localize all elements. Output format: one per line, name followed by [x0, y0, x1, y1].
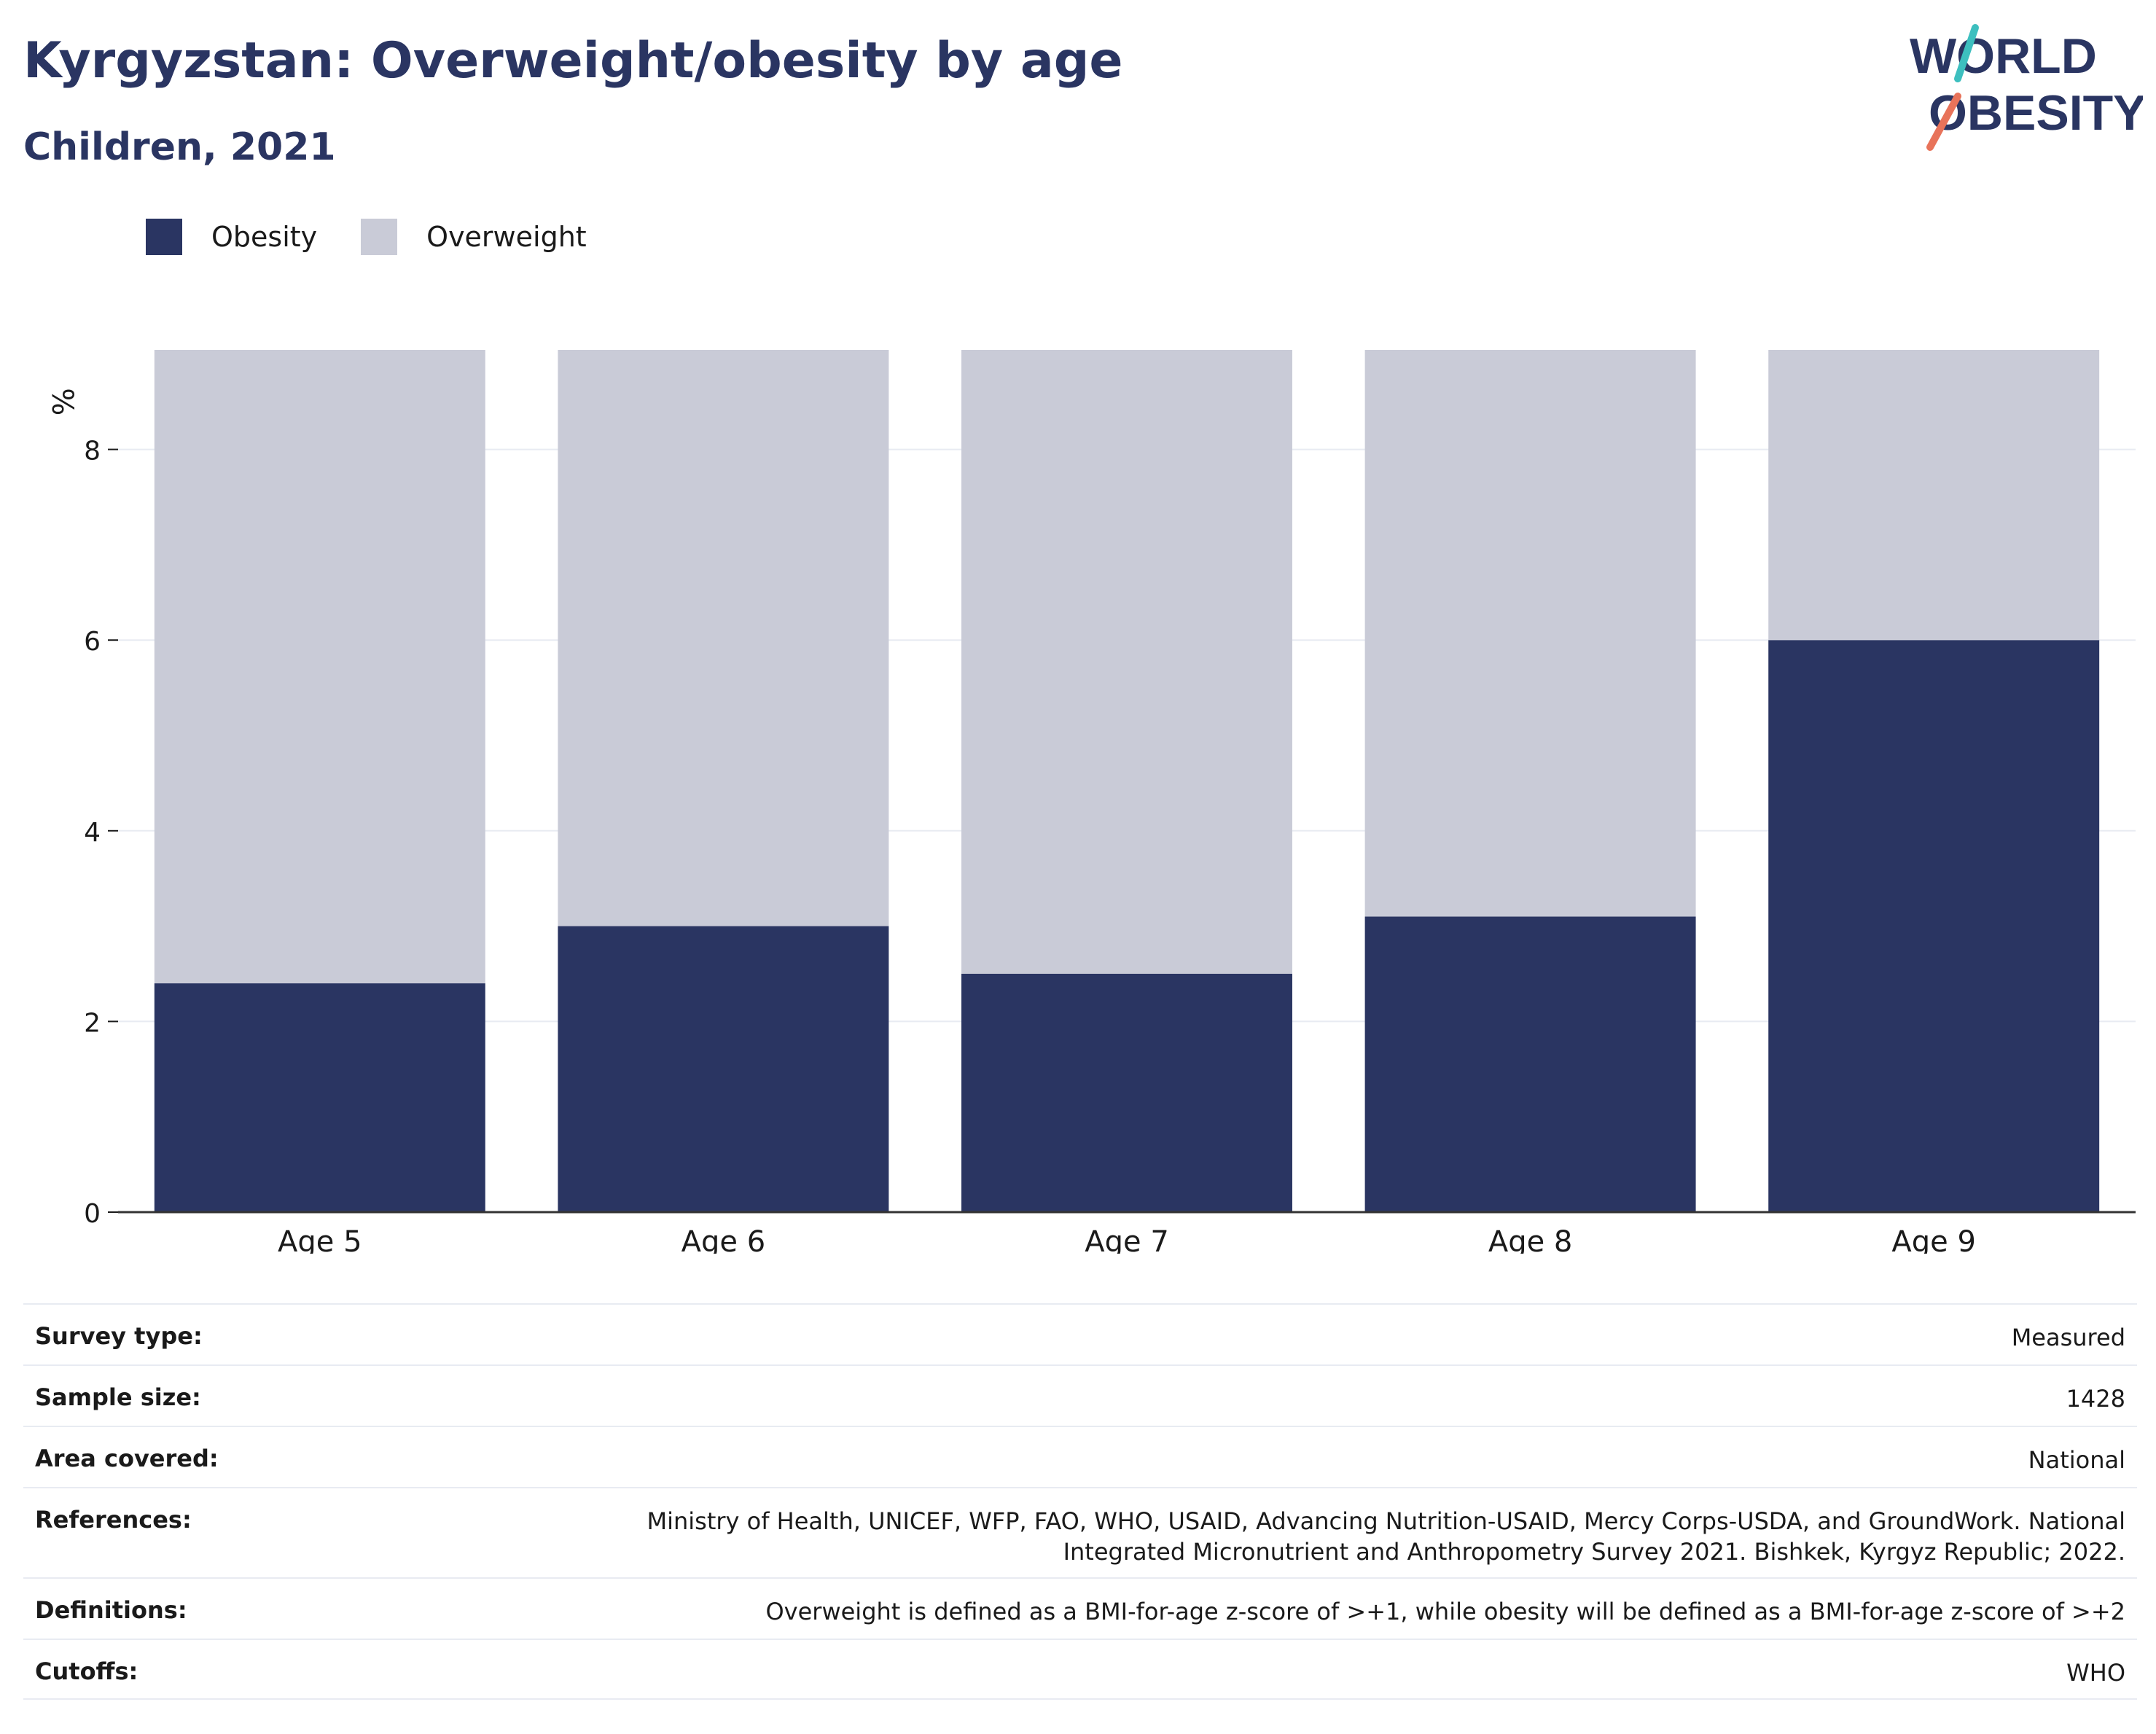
- info-row: Definitions: Overweight is defined as a B…: [23, 1577, 2137, 1639]
- info-row: Survey type: Measured: [23, 1303, 2137, 1364]
- y-tick-label: 6: [84, 627, 101, 657]
- info-value: National: [2028, 1446, 2125, 1474]
- legend-label-overweight: Overweight: [426, 221, 587, 253]
- x-tick-label: Age 8: [1488, 1225, 1573, 1254]
- info-label: References:: [35, 1506, 192, 1534]
- logo-line2: OBESITY: [1929, 85, 2143, 141]
- y-tick-label: 4: [84, 818, 101, 848]
- info-value: Measured: [2011, 1324, 2125, 1351]
- y-axis-label: %: [45, 388, 79, 415]
- x-tick-label: Age 6: [681, 1225, 766, 1254]
- chart-subtitle: Children, 2021: [23, 125, 336, 169]
- logo-slash-teal: [1954, 24, 1979, 82]
- world-obesity-logo: WORLD OBESITY: [1910, 24, 2143, 151]
- y-tick-label: 0: [84, 1199, 101, 1229]
- legend-item-overweight[interactable]: Overweight: [361, 219, 587, 255]
- info-row: Sample size: 1428: [23, 1364, 2137, 1426]
- bar-overweight-age-5[interactable]: [154, 350, 485, 984]
- x-tick-label: Age 5: [278, 1225, 362, 1254]
- info-label: Cutoffs:: [35, 1657, 138, 1685]
- bar-obesity-age-7[interactable]: [961, 974, 1292, 1212]
- info-value: 1428: [2066, 1385, 2125, 1413]
- chart-legend: Obesity Overweight: [146, 219, 630, 255]
- info-row: Area covered: National: [23, 1426, 2137, 1487]
- bar-obesity-age-9[interactable]: [1768, 640, 2100, 1212]
- bar-obesity-age-5[interactable]: [154, 983, 485, 1212]
- survey-info-table: Survey type: Measured Sample size: 1428 Area…: [23, 1303, 2137, 1700]
- x-tick-label: Age 7: [1085, 1225, 1169, 1254]
- legend-item-obesity[interactable]: Obesity: [146, 219, 317, 255]
- legend-swatch-obesity: [146, 219, 182, 255]
- info-label: Survey type:: [35, 1322, 203, 1350]
- y-tick-label: 2: [84, 1008, 101, 1038]
- legend-swatch-overweight: [361, 219, 398, 255]
- logo-slash-coral: [1926, 93, 1961, 151]
- x-tick-label: Age 9: [1891, 1225, 1976, 1254]
- y-tick-label: 8: [84, 437, 101, 466]
- bar-overweight-age-6[interactable]: [558, 350, 889, 926]
- chart-title: Kyrgyzstan: Overweight/obesity by age: [23, 32, 1123, 90]
- legend-label-obesity: Obesity: [211, 221, 318, 253]
- bar-overweight-age-9[interactable]: [1768, 350, 2100, 641]
- info-label: Definitions:: [35, 1596, 187, 1624]
- bar-overweight-age-7[interactable]: [961, 350, 1292, 974]
- logo-line1: WORLD: [1910, 28, 2097, 84]
- info-label: Area covered:: [35, 1445, 219, 1472]
- bar-obesity-age-8[interactable]: [1364, 916, 1696, 1212]
- bar-obesity-age-6[interactable]: [558, 926, 889, 1212]
- info-row: References: Ministry of Health, UNICEF, W…: [23, 1487, 2137, 1577]
- info-value: Ministry of Health, UNICEF, WFP, FAO, WH…: [647, 1507, 2125, 1566]
- info-value: WHO: [2066, 1659, 2125, 1687]
- info-row: Cutoffs: WHO: [23, 1639, 2137, 1700]
- info-value: Overweight is defined as a BMI-for-age z…: [765, 1598, 2125, 1625]
- bar-overweight-age-8[interactable]: [1364, 350, 1696, 917]
- info-label: Sample size:: [35, 1383, 201, 1411]
